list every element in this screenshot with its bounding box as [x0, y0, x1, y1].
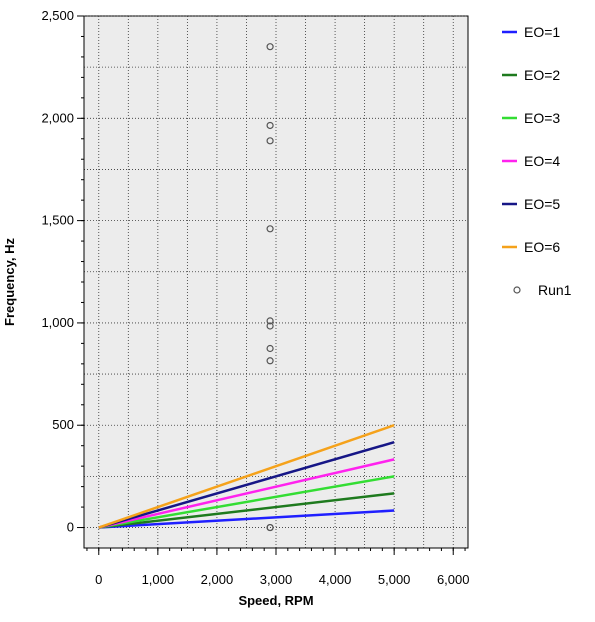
x-tick-label: 6,000 — [437, 572, 470, 587]
legend-label-run1: Run1 — [538, 282, 572, 298]
series-line-eo-5 — [98, 441, 395, 529]
x-tick-label: 1,000 — [142, 572, 175, 587]
data-point-run1 — [266, 43, 274, 51]
y-axis-title: Frequency, Hz — [2, 238, 17, 326]
legend-label-eo-4: EO=4 — [524, 153, 560, 169]
series-line-eo-1 — [98, 509, 395, 529]
axes-layer: 0 500 1,000 1,500 2,000 2,500 0 1,000 2,000 3,000… — [41, 8, 469, 587]
data-point-run1 — [266, 523, 274, 532]
data-point-run1 — [266, 322, 274, 330]
series-line-eo-6 — [98, 424, 395, 529]
y-tick-label: 2,500 — [41, 8, 74, 23]
legend: EO=1 EO=2 EO=3 EO=4 EO=5 EO=6 Run1 — [502, 24, 572, 298]
y-tick-label: 0 — [67, 520, 74, 535]
y-tick-label: 1,500 — [41, 213, 74, 228]
x-tick-label: 3,000 — [260, 572, 293, 587]
legend-label-eo-3: EO=3 — [524, 110, 560, 126]
data-point-run1 — [266, 137, 274, 145]
plot-area — [83, 15, 469, 549]
data-point-run1 — [266, 121, 274, 130]
data-point-run1 — [266, 357, 274, 365]
series-layer — [98, 43, 395, 532]
legend-label-eo-5: EO=5 — [524, 196, 560, 212]
y-tick-label: 500 — [52, 417, 74, 432]
legend-label-eo-6: EO=6 — [524, 239, 560, 255]
x-tick-label: 4,000 — [319, 572, 352, 587]
data-point-run1 — [266, 317, 274, 325]
x-tick-label: 2,000 — [201, 572, 234, 587]
legend-swatch-run1 — [513, 286, 521, 294]
data-point-run1 — [266, 344, 274, 353]
series-line-eo-4 — [98, 458, 395, 529]
y-tick-label: 2,000 — [41, 110, 74, 125]
x-tick-label: 0 — [95, 572, 102, 587]
x-tick-label: 5,000 — [378, 572, 411, 587]
legend-label-eo-1: EO=1 — [524, 24, 560, 40]
series-line-eo-3 — [98, 475, 395, 529]
legend-label-eo-2: EO=2 — [524, 67, 560, 83]
data-point-run1 — [266, 225, 274, 233]
y-tick-label: 1,000 — [41, 315, 74, 330]
x-axis-title: Speed, RPM — [238, 593, 313, 608]
series-line-eo-2 — [98, 492, 395, 529]
